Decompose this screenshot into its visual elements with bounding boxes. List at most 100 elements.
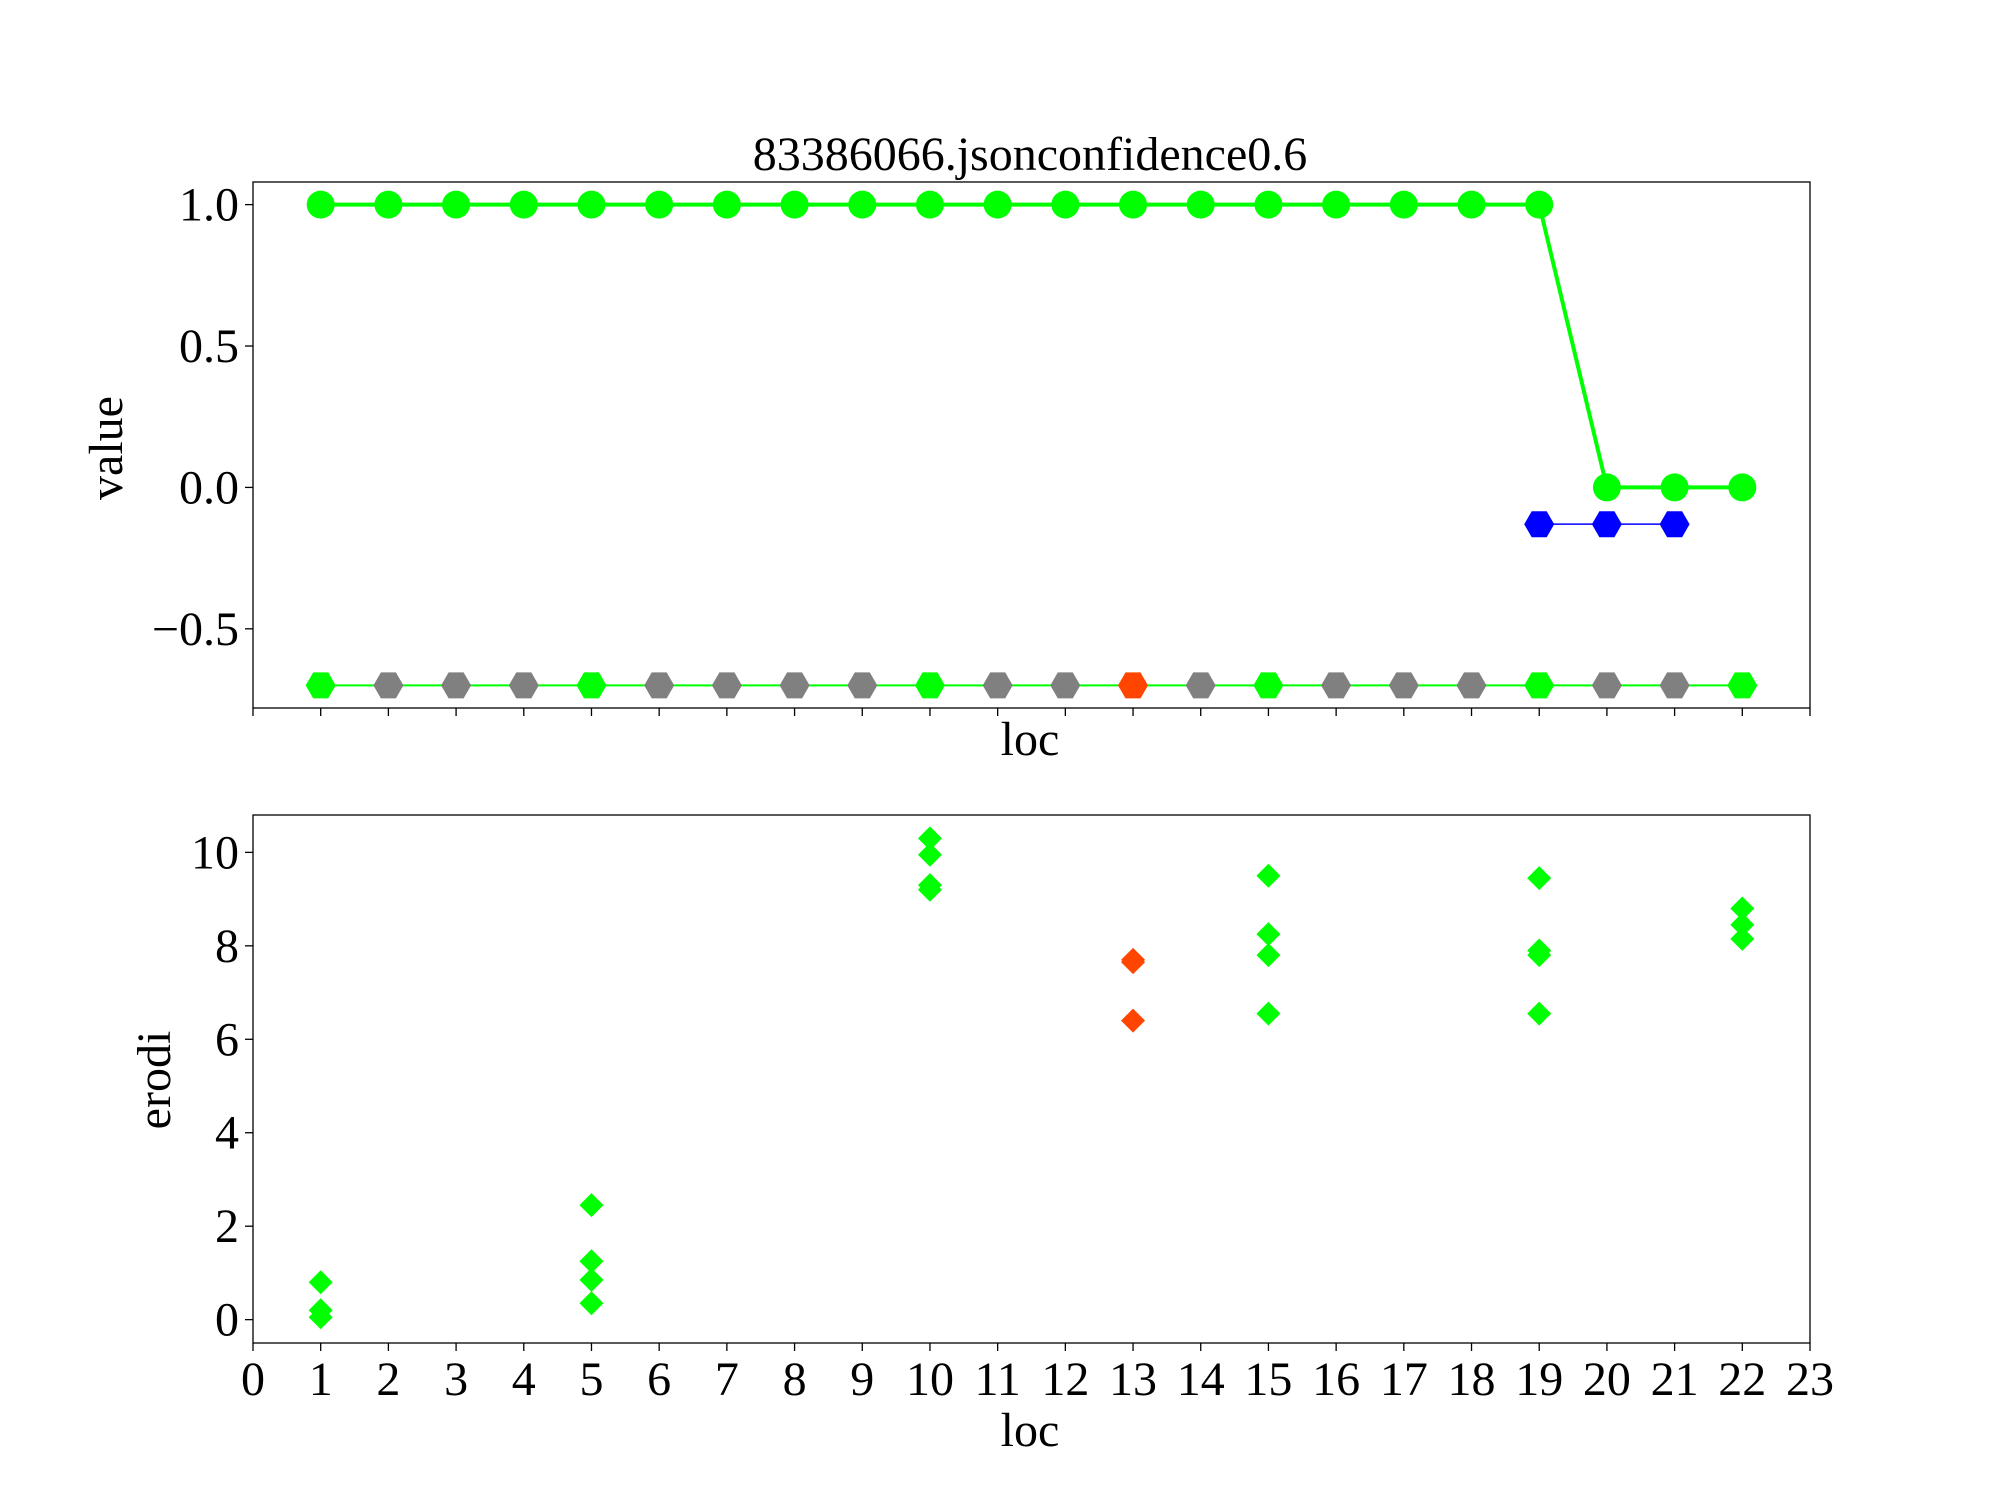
top-baseline-hexagon-marker: [644, 672, 675, 699]
bottom-diamond-marker: [579, 1193, 604, 1218]
bottom-diamond-marker: [1256, 922, 1281, 947]
bottom-diamond-marker: [579, 1267, 604, 1292]
bottom-x-tick-label: 19: [1515, 1353, 1563, 1406]
top-baseline-hexagon-marker: [1591, 672, 1622, 699]
bottom-x-tick-label: 10: [906, 1353, 954, 1406]
bottom-diamond-marker: [1527, 1001, 1552, 1026]
top-main-circle-marker: [1660, 473, 1689, 502]
top-y-tick-label: 0.5: [179, 320, 239, 373]
top-baseline-hexagon-marker: [1727, 672, 1758, 699]
top-baseline-hexagon-marker: [1524, 672, 1555, 699]
bottom-x-tick-label: 17: [1380, 1353, 1428, 1406]
bottom-x-tick-label: 18: [1448, 1353, 1496, 1406]
top-baseline-hexagon-marker: [1253, 672, 1284, 699]
top-baseline-hexagon-marker: [1050, 672, 1081, 699]
bottom-x-tick-label: 2: [376, 1353, 400, 1406]
bottom-x-tick-label: 23: [1786, 1353, 1834, 1406]
bottom-diamond-marker: [308, 1305, 333, 1330]
bottom-diamond-marker: [917, 877, 942, 902]
top-main-circle-marker: [1119, 190, 1148, 219]
top-main-circle-marker: [1592, 473, 1621, 502]
top-main-circle-marker: [1457, 190, 1486, 219]
bottom-y-tick-label: 6: [215, 1013, 239, 1066]
top-blue-hexagon-marker: [1591, 511, 1622, 538]
top-series-main-line: [320, 202, 1743, 490]
top-main-circle-marker: [645, 190, 674, 219]
top-baseline-hexagon-marker: [373, 672, 404, 699]
top-main-circle-marker: [983, 190, 1012, 219]
bottom-x-tick-label: 22: [1718, 1353, 1766, 1406]
top-blue-hexagon-marker: [1524, 511, 1555, 538]
top-x-axis-label: loc: [1001, 713, 1060, 766]
bottom-diamond-marker: [579, 1291, 604, 1316]
top-y-tick-label: −0.5: [152, 603, 239, 656]
bottom-diamond-marker: [1730, 926, 1755, 951]
bottom-diamond-marker: [1730, 896, 1755, 921]
bottom-diamond-marker: [1256, 863, 1281, 888]
top-baseline-hexagon-marker: [305, 672, 336, 699]
top-baseline-hexagon-marker: [508, 672, 539, 699]
bottom-plot-frame: [252, 814, 1811, 1344]
top-baseline-hexagon-marker: [711, 672, 742, 699]
bottom-diamond-marker: [1256, 1001, 1281, 1026]
bottom-x-tick-label: 12: [1041, 1353, 1089, 1406]
top-baseline-hexagon-marker: [1321, 672, 1352, 699]
bottom-x-tick-label: 21: [1651, 1353, 1699, 1406]
top-chart-title: 83386066.jsonconfidence0.6: [753, 128, 1308, 181]
top-baseline-hexagon-marker: [1659, 672, 1690, 699]
top-y-axis-label: value: [80, 396, 133, 500]
top-blue-hexagon-marker: [1659, 511, 1690, 538]
bottom-diamond-marker: [1527, 943, 1552, 968]
bottom-x-tick-label: 11: [975, 1353, 1021, 1406]
top-main-circle-marker: [915, 190, 944, 219]
bottom-y-tick-label: 4: [215, 1107, 239, 1160]
bottom-x-tick-label: 4: [512, 1353, 536, 1406]
bottom-x-tick-label: 1: [309, 1353, 333, 1406]
top-main-circle-marker: [712, 190, 741, 219]
top-baseline-hexagon-marker: [779, 672, 810, 699]
bottom-diamond-marker: [308, 1270, 333, 1295]
bottom-diamond-marker: [579, 1249, 604, 1274]
top-main-circle-marker: [577, 190, 606, 219]
top-main-circle-marker: [1186, 190, 1215, 219]
bottom-y-tick-label: 8: [215, 920, 239, 973]
top-main-circle-marker: [780, 190, 809, 219]
top-main-circle-marker: [1389, 190, 1418, 219]
bottom-diamond-marker: [1256, 943, 1281, 968]
bottom-x-tick-label: 13: [1109, 1353, 1157, 1406]
top-main-circle-marker: [1322, 190, 1351, 219]
bottom-x-tick-label: 15: [1244, 1353, 1292, 1406]
top-baseline-hexagon-marker: [1185, 672, 1216, 699]
bottom-x-tick-label: 3: [444, 1353, 468, 1406]
top-main-circle-marker: [1525, 190, 1554, 219]
top-y-tick-label: 0.0: [179, 461, 239, 514]
top-main-circle-marker: [1728, 473, 1757, 502]
bottom-diamond-marker: [917, 826, 942, 851]
bottom-x-tick-label: 7: [715, 1353, 739, 1406]
top-main-circle-marker: [442, 190, 471, 219]
bottom-x-tick-label: 8: [783, 1353, 807, 1406]
top-axes: 1.0 0.5 0.0 −0.5: [152, 179, 1811, 716]
top-baseline-hexagon-marker: [1456, 672, 1487, 699]
bottom-x-tick-label: 6: [647, 1353, 671, 1406]
bottom-diamond-marker: [1527, 866, 1552, 891]
top-baseline-hexagon-marker: [847, 672, 878, 699]
top-main-circle-marker: [374, 190, 403, 219]
bottom-y-tick-label: 2: [215, 1200, 239, 1253]
bottom-diamond-marker: [917, 842, 942, 867]
bottom-x-tick-label: 14: [1177, 1353, 1225, 1406]
top-baseline-hexagon-marker: [441, 672, 472, 699]
top-baseline-hexagon-marker: [1388, 672, 1419, 699]
top-plot-frame: [252, 181, 1811, 709]
bottom-y-tick-label: 0: [215, 1294, 239, 1347]
bottom-x-tick-label: 5: [579, 1353, 603, 1406]
top-baseline-hexagon-marker: [915, 672, 945, 699]
top-baseline-hexagon-marker: [576, 672, 607, 699]
top-main-circle-marker: [509, 190, 538, 219]
top-main-circle-marker: [306, 190, 335, 219]
bottom-diamond-marker: [1730, 912, 1755, 937]
bottom-x-axis-label: loc: [1001, 1404, 1060, 1457]
bottom-y-axis-label: erodi: [128, 1031, 181, 1130]
